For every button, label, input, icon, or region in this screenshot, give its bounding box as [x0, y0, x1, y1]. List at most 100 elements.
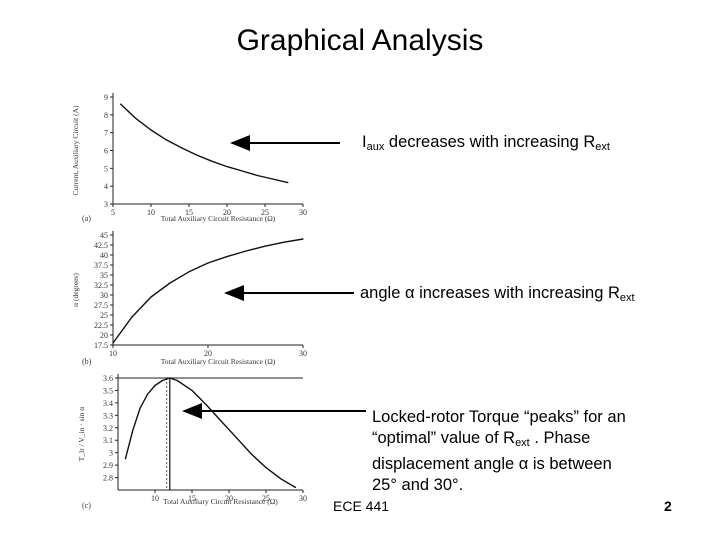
- data-point: [295, 486, 297, 489]
- caption-a-sub-ext: ext: [595, 141, 610, 153]
- data-point: [280, 478, 282, 480]
- caption-b-text: angle α increases with increasing R: [360, 284, 620, 302]
- y-tick-label: 3.3: [103, 411, 113, 420]
- y-tick-label: 4: [104, 182, 108, 191]
- y-tick-label: 30: [100, 291, 108, 300]
- panel-label: (b): [82, 357, 92, 366]
- data-point: [245, 250, 247, 252]
- data-point: [191, 389, 193, 392]
- y-tick-label: 35: [100, 271, 108, 280]
- chart-1: 3 4 5 6 7 8 9 5 10 15 20 25 30 Total Auxiliary Circui…: [71, 93, 307, 223]
- caption-a-pre: I: [362, 133, 367, 151]
- data-point: [124, 458, 126, 460]
- data-point: [132, 429, 134, 431]
- caption-c-line2: “optimal” value of Rext . Phase: [372, 428, 626, 454]
- panel-label: (c): [82, 501, 91, 510]
- series-line: [124, 377, 296, 489]
- y-tick-label: 3.5: [103, 386, 113, 395]
- data-point: [176, 379, 178, 382]
- y-tick-label: 45: [100, 231, 108, 240]
- caption-c: Locked-rotor Torque “peaks” for an “opti…: [372, 407, 626, 496]
- y-tick-label: 2.8: [103, 474, 113, 483]
- data-point: [169, 282, 171, 284]
- y-tick-label: 5: [104, 164, 108, 173]
- y-axis-label: Current, Auxiliary Circuit (A): [71, 105, 80, 195]
- data-point: [226, 256, 228, 258]
- caption-c-line2-sub: ext: [515, 437, 530, 449]
- y-tick-label: 17.5: [94, 341, 108, 350]
- caption-b: angle α increases with increasing Rext: [360, 283, 635, 309]
- y-tick-label: 3: [104, 200, 108, 209]
- caption-b-sub-ext: ext: [619, 292, 635, 304]
- y-tick-label: 7: [104, 129, 108, 138]
- data-point: [256, 174, 258, 177]
- data-point: [139, 407, 141, 409]
- y-tick-label: 20: [100, 331, 108, 340]
- x-tick-label: 20: [225, 494, 233, 503]
- x-tick-label: 15: [185, 208, 193, 217]
- data-point: [226, 165, 228, 168]
- y-tick-label: 3.6: [103, 374, 113, 383]
- x-tick-label: 5: [111, 208, 115, 217]
- data-point: [112, 342, 114, 344]
- data-point: [207, 262, 209, 264]
- caption-a-sub-aux: aux: [366, 141, 385, 153]
- data-point: [272, 178, 274, 180]
- data-point: [147, 393, 149, 395]
- data-point: [221, 420, 223, 423]
- y-tick-label: 42.5: [94, 241, 108, 250]
- data-point: [206, 404, 208, 406]
- data-point: [250, 453, 252, 455]
- caption-c-line1: Locked-rotor Torque “peaks” for an: [372, 408, 626, 426]
- x-tick-label: 15: [188, 494, 196, 503]
- x-tick-label: 25: [262, 494, 270, 503]
- data-point: [287, 182, 289, 184]
- y-tick-label: 6: [104, 147, 108, 156]
- x-tick-label: 20: [223, 208, 231, 217]
- data-point: [188, 271, 190, 273]
- caption-c-line3: displacement angle α is between: [372, 455, 612, 473]
- data-point: [150, 296, 152, 298]
- y-tick-label: 9: [104, 93, 108, 102]
- y-tick-label: 3.1: [103, 436, 113, 445]
- x-tick-label: 10: [147, 208, 155, 217]
- y-axis-label: α (degrees): [71, 273, 80, 307]
- y-tick-label: 2.9: [103, 461, 113, 470]
- y-tick-label: 8: [104, 111, 108, 120]
- y-tick-label: 3.2: [103, 424, 113, 433]
- data-point: [169, 377, 171, 379]
- data-point: [196, 154, 198, 156]
- series-line: [120, 103, 288, 184]
- footer-course: ECE 441: [333, 498, 390, 514]
- y-tick-label: 25: [100, 311, 108, 320]
- x-axis-label: Total Auxiliary Circuit Resistance (Ω): [161, 357, 276, 366]
- data-point: [264, 245, 266, 247]
- x-tick-label: 10: [151, 494, 159, 503]
- footer-page-number: 2: [664, 498, 672, 514]
- data-point: [235, 437, 237, 439]
- x-tick-label: 30: [299, 349, 307, 358]
- data-point: [180, 147, 182, 149]
- y-tick-label: 27.5: [94, 301, 108, 310]
- caption-a: Iaux decreases with increasing Rext: [362, 132, 610, 158]
- data-point: [154, 384, 156, 387]
- caption-c-line4: 25° and 30°.: [372, 476, 464, 494]
- y-tick-label: 3.4: [103, 399, 113, 408]
- panel-label: (a): [82, 214, 91, 223]
- data-point: [283, 241, 285, 243]
- data-point: [150, 129, 152, 131]
- caption-c-line2b: . Phase: [529, 429, 591, 447]
- y-axis-label: T_lr / V_in · sin α: [77, 407, 86, 461]
- x-tick-label: 30: [299, 208, 307, 217]
- data-point: [302, 238, 304, 240]
- x-axis-label: Total Auxiliary Circuit Resistance (Ω): [163, 497, 278, 506]
- y-tick-label: 32.5: [94, 281, 108, 290]
- caption-c-line2a: “optimal” value of R: [372, 429, 516, 447]
- data-point: [131, 316, 133, 318]
- data-point: [135, 117, 137, 119]
- y-tick-label: 22.5: [94, 321, 108, 330]
- x-tick-label: 20: [204, 349, 212, 358]
- y-tick-label: 3: [109, 449, 113, 458]
